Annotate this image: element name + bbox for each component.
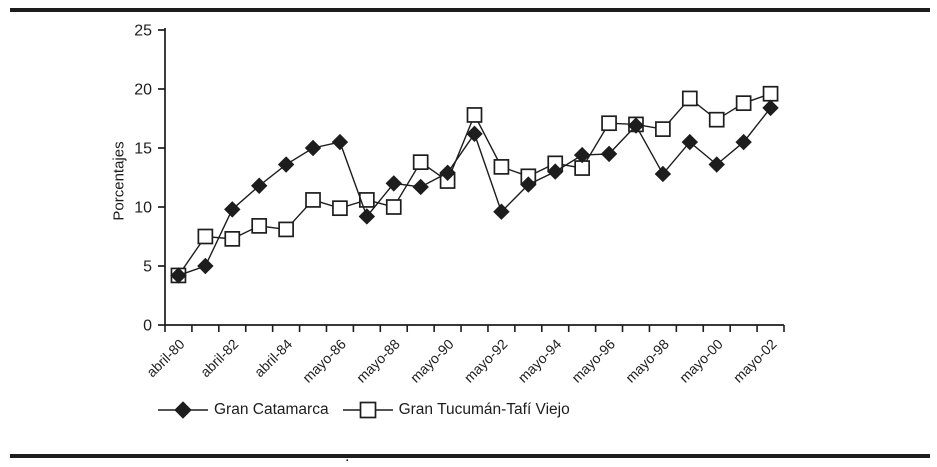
open-square-point <box>681 90 698 107</box>
filled-diamond-point <box>466 125 483 143</box>
x-tick-label: mayo-86 <box>299 336 349 386</box>
y-tick-label: 25 <box>134 23 152 40</box>
filled-diamond-point <box>439 164 456 181</box>
figure-top-border <box>10 8 930 12</box>
open-square-point <box>466 107 483 123</box>
x-tick-label: mayo-92 <box>461 336 511 386</box>
filled-diamond-point <box>250 177 268 194</box>
open-square-point <box>251 218 268 234</box>
y-tick-label: 15 <box>134 141 152 158</box>
x-tick-label: mayo-94 <box>515 336 565 386</box>
y-tick-label: 20 <box>134 82 152 99</box>
open-square-point <box>278 221 294 238</box>
axes <box>164 28 784 326</box>
x-tick-label: mayo-00 <box>676 336 726 386</box>
series-gran-catamarca <box>170 99 779 284</box>
y-axis-ticks: 0 5 10 15 20 25 <box>134 23 165 335</box>
y-tick-label: 10 <box>134 200 152 217</box>
filled-diamond-point <box>600 145 618 163</box>
filled-diamond-point <box>654 165 672 183</box>
legend-item-gran-tucuman: Gran Tucumán-Tafí Viejo <box>342 401 570 419</box>
x-tick-label: mayo-88 <box>353 336 403 386</box>
legend-label-gran-catamarca: Gran Catamarca <box>214 401 329 418</box>
open-square-point <box>332 200 348 217</box>
filled-diamond-point <box>735 133 752 151</box>
x-tick-label: abril-82 <box>197 336 241 380</box>
filled-diamond-point <box>520 176 537 193</box>
y-tick-label: 0 <box>143 318 152 335</box>
open-square-point <box>708 111 725 128</box>
chart-legend: Gran Catamarca Gran Tucumán-Tafí Viejo <box>158 401 570 419</box>
y-tick-label: 5 <box>143 259 152 276</box>
filled-diamond-point <box>331 133 349 151</box>
open-square-point <box>762 85 779 102</box>
open-square-point <box>305 192 321 208</box>
open-square-point <box>197 228 214 245</box>
x-tick-label: mayo-90 <box>407 336 457 386</box>
x-tick-label: mayo-02 <box>730 336 780 386</box>
filled-diamond-point <box>412 178 429 196</box>
filled-diamond-point <box>197 257 214 275</box>
open-square-marker <box>342 401 393 419</box>
legend-item-gran-catamarca: Gran Catamarca <box>158 401 329 419</box>
filled-diamond-point <box>573 146 591 164</box>
x-tick-label: abril-80 <box>143 336 187 380</box>
x-axis-labels: abril-80 abril-82 abril-84 mayo-86 mayo-88 ma… <box>143 336 780 386</box>
filled-diamond-point <box>224 201 241 218</box>
filled-diamond-point <box>385 175 402 192</box>
open-square-point <box>224 231 241 247</box>
open-square-point <box>358 192 375 208</box>
axis-lines <box>164 28 784 326</box>
figure-bottom-border <box>10 454 930 458</box>
filled-diamond-marker <box>158 401 208 419</box>
filled-diamond-point <box>304 139 322 157</box>
x-tick-label: mayo-96 <box>568 336 618 386</box>
filled-diamond-point <box>762 99 779 117</box>
x-tick-label: abril-84 <box>251 336 295 380</box>
open-square-point <box>601 115 617 132</box>
filled-diamond-point <box>627 117 645 134</box>
x-tick-label: mayo-98 <box>622 336 672 386</box>
filled-diamond-point <box>708 156 725 173</box>
open-square-point <box>655 121 671 137</box>
open-square-point <box>493 159 510 175</box>
open-square-point <box>412 154 429 171</box>
filled-diamond-point <box>358 208 376 225</box>
legend-label-gran-tucuman: Gran Tucumán-Tafí Viejo <box>398 401 570 418</box>
open-square-point <box>385 199 402 215</box>
filled-diamond-point <box>681 133 699 151</box>
open-square-point <box>735 95 752 112</box>
filled-diamond-point <box>547 163 564 180</box>
filled-diamond-point <box>277 156 295 173</box>
filled-diamond-point <box>493 203 510 220</box>
x-axis-ticks <box>164 325 785 332</box>
filled-diamond-point <box>170 267 187 284</box>
